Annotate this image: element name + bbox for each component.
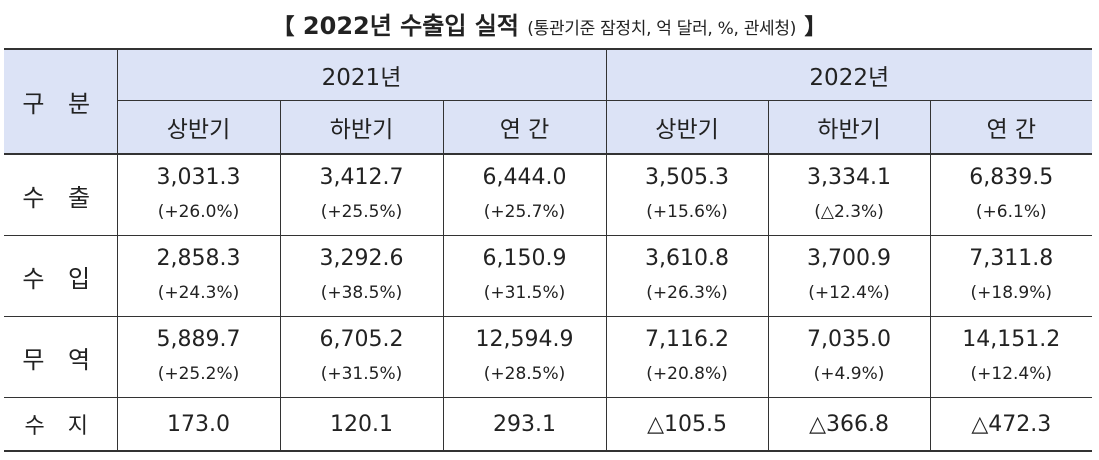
cell-change: (+26.0%) bbox=[157, 202, 240, 222]
cell-change: (+18.9%) bbox=[970, 283, 1053, 303]
cell-value: 14,151.2 bbox=[962, 327, 1061, 352]
table-row-trade: 무 역 5,889.7 (+25.2%) 6,705.2 (+31.5%) 12,5… bbox=[4, 316, 1093, 398]
cell-change: (+31.5%) bbox=[320, 364, 403, 384]
table-cell: △366.8 bbox=[767, 397, 931, 452]
period-header: 하반기 bbox=[279, 100, 444, 155]
table-title: 【 2022년 수출입 실적 (통관기준 잠정치, 억 달러, %, 관세청) … bbox=[0, 6, 1099, 41]
cell-value: 7,035.0 bbox=[807, 327, 892, 352]
table-cell: 3,505.3 (+15.6%) bbox=[605, 153, 769, 236]
cell-value: 3,610.8 bbox=[645, 246, 730, 271]
cell-value: 6,150.9 bbox=[482, 246, 567, 271]
cell-change: (+12.4%) bbox=[808, 283, 890, 303]
year-header-2022: 2022년 bbox=[605, 48, 1093, 101]
table-cell: 3,610.8 (+26.3%) bbox=[605, 235, 769, 317]
cell-change: (+38.5%) bbox=[320, 283, 403, 303]
table-cell: △472.3 bbox=[929, 397, 1093, 452]
cell-value: 3,334.1 bbox=[807, 165, 892, 190]
table-cell: 6,444.0 (+25.7%) bbox=[442, 153, 607, 236]
cell-change: (+12.4%) bbox=[970, 364, 1053, 384]
cell-change: (+26.3%) bbox=[646, 283, 728, 303]
table-cell: 120.1 bbox=[279, 397, 444, 452]
cell-value: 3,031.3 bbox=[156, 165, 241, 190]
title-main: 2022년 수출입 실적 bbox=[302, 12, 519, 40]
cell-value: 3,292.6 bbox=[319, 246, 404, 271]
table-cell: 2,858.3 (+24.3%) bbox=[116, 235, 281, 317]
cell-value: 7,311.8 bbox=[969, 246, 1054, 271]
cell-change: (+28.5%) bbox=[483, 364, 566, 384]
table-cell: 7,311.8 (+18.9%) bbox=[929, 235, 1093, 317]
table-cell: 3,412.7 (+25.5%) bbox=[279, 153, 444, 236]
table-row-exports: 수 출 3,031.3 (+26.0%) 3,412.7 (+25.5%) 6,44… bbox=[4, 153, 1093, 236]
cell-value: 3,412.7 bbox=[319, 165, 404, 190]
header-row-years: 구 분 2021년 2022년 bbox=[4, 48, 1093, 155]
cell-value: 2,858.3 bbox=[156, 246, 241, 271]
cell-value: 3,505.3 bbox=[645, 165, 730, 190]
period-header: 하반기 bbox=[767, 100, 931, 155]
table-cell: 3,031.3 (+26.0%) bbox=[116, 153, 281, 236]
row-label: 수 지 bbox=[4, 397, 118, 452]
title-open-bracket: 【 bbox=[272, 15, 295, 40]
table-cell: 6,839.5 (+6.1%) bbox=[929, 153, 1093, 236]
table-cell: 3,334.1 (△2.3%) bbox=[767, 153, 931, 236]
cell-change: (+4.9%) bbox=[813, 364, 885, 384]
table-cell: △105.5 bbox=[605, 397, 769, 452]
header-row-periods: 상반기 하반기 연 간 상반기 하반기 연 간 bbox=[4, 100, 1093, 155]
table-row-balance: 수 지 173.0 120.1 293.1 △105.5 △366.8 △472… bbox=[4, 397, 1093, 452]
table-cell: 7,116.2 (+20.8%) bbox=[605, 316, 769, 398]
table-cell: 7,035.0 (+4.9%) bbox=[767, 316, 931, 398]
row-label: 무 역 bbox=[4, 316, 118, 398]
table-cell: 3,292.6 (+38.5%) bbox=[279, 235, 444, 317]
table-cell: 173.0 bbox=[116, 397, 281, 452]
table-row-imports: 수 입 2,858.3 (+24.3%) 3,292.6 (+38.5%) 6,15… bbox=[4, 235, 1093, 317]
cell-change: (+31.5%) bbox=[483, 283, 566, 303]
title-subtitle: (통관기준 잠정치, 억 달러, %, 관세청) bbox=[527, 19, 797, 39]
table-cell: 293.1 bbox=[442, 397, 607, 452]
cell-value: 6,839.5 bbox=[969, 165, 1054, 190]
table-cell: 6,150.9 (+31.5%) bbox=[442, 235, 607, 317]
table-cell: 12,594.9 (+28.5%) bbox=[442, 316, 607, 398]
trade-results-table: 구 분 2021년 2022년 상반기 하반기 연 간 상반기 하반기 연 간 … bbox=[4, 48, 1093, 452]
period-header: 연 간 bbox=[929, 100, 1093, 155]
table-cell: 6,705.2 (+31.5%) bbox=[279, 316, 444, 398]
cell-change: (△2.3%) bbox=[814, 202, 884, 222]
cell-value: 5,889.7 bbox=[156, 327, 241, 352]
period-header: 상반기 bbox=[605, 100, 769, 155]
corner-header: 구 분 bbox=[4, 48, 118, 155]
cell-change: (+25.2%) bbox=[157, 364, 240, 384]
table-cell: 14,151.2 (+12.4%) bbox=[929, 316, 1093, 398]
table-cell: 5,889.7 (+25.2%) bbox=[116, 316, 281, 398]
cell-change: (+6.1%) bbox=[975, 202, 1047, 222]
cell-change: (+24.3%) bbox=[157, 283, 240, 303]
cell-value: 6,444.0 bbox=[482, 165, 567, 190]
row-label: 수 출 bbox=[4, 153, 118, 236]
cell-change: (+15.6%) bbox=[646, 202, 728, 222]
cell-value: 3,700.9 bbox=[807, 246, 892, 271]
year-header-2021: 2021년 bbox=[116, 48, 607, 101]
cell-change: (+20.8%) bbox=[646, 364, 728, 384]
cell-change: (+25.5%) bbox=[320, 202, 403, 222]
row-label: 수 입 bbox=[4, 235, 118, 317]
cell-value: 6,705.2 bbox=[319, 327, 404, 352]
period-header: 상반기 bbox=[117, 100, 281, 155]
table-cell: 3,700.9 (+12.4%) bbox=[767, 235, 931, 317]
cell-value: 12,594.9 bbox=[475, 327, 574, 352]
title-close-bracket: 】 bbox=[804, 15, 827, 40]
cell-value: 7,116.2 bbox=[645, 327, 730, 352]
period-header: 연 간 bbox=[442, 100, 607, 155]
cell-change: (+25.7%) bbox=[483, 202, 566, 222]
